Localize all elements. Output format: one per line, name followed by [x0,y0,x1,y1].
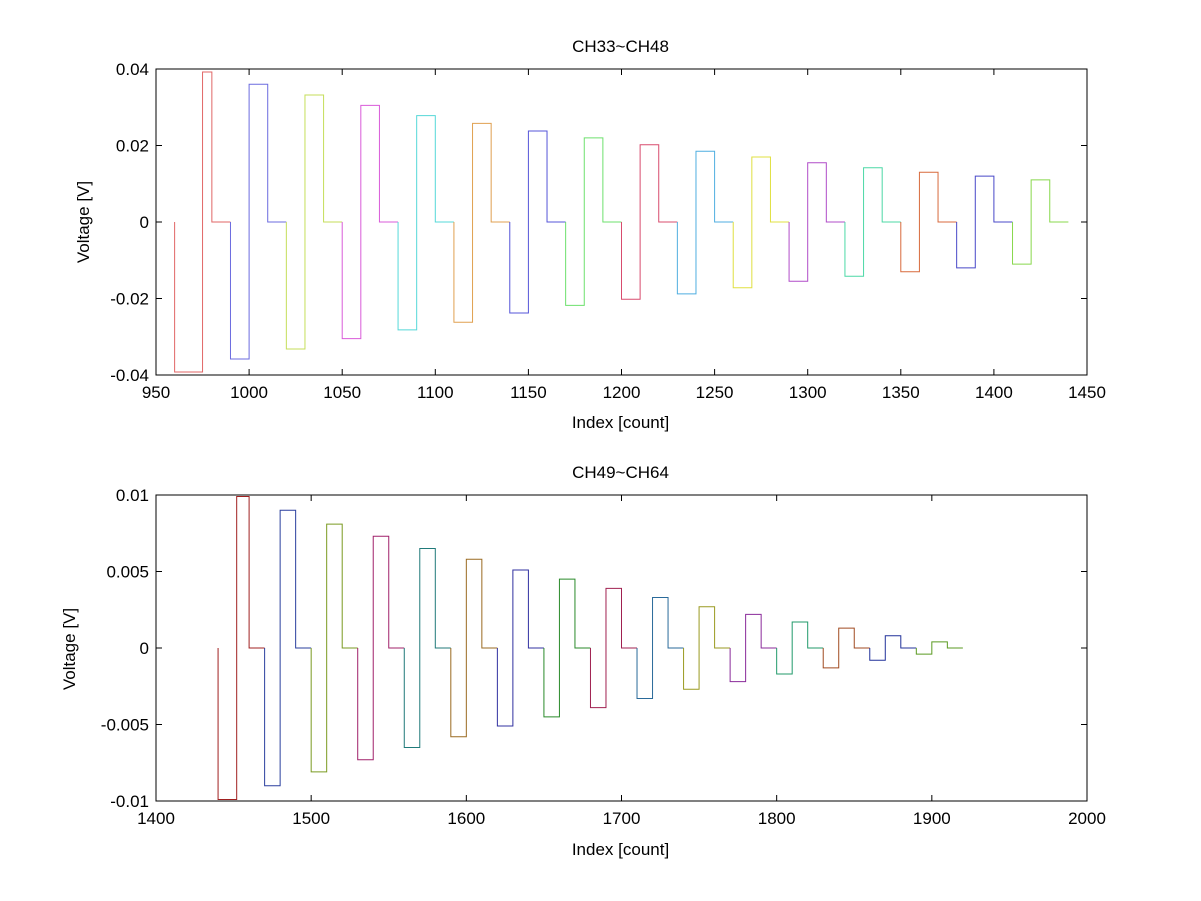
x-tick-label: 1350 [882,383,920,402]
chart-top-series-line-9 [621,144,678,300]
chart-bottom-series-line-13 [776,621,824,675]
x-tick-label: 1400 [137,809,175,828]
x-tick-label: 1250 [696,383,734,402]
x-tick-label: 1450 [1068,383,1106,402]
chart-bottom: CH49~CH64 Index [count] Voltage [V] 1400… [60,463,1106,859]
chart-top-series-line-4 [341,104,399,340]
chart-top-xlabel: Index [count] [572,413,669,432]
chart-top-series-line-15 [956,175,1013,269]
chart-top-tick-labels: 950 1000 1050 1100 1150 1200 1250 1300 1350 1400 1… [110,60,1106,402]
chart-top-series-line-5 [397,115,454,331]
chart-bottom-series-line-12 [729,613,777,683]
chart-bottom-ylabel: Voltage [V] [60,608,79,690]
chart-top-series [174,71,1069,373]
y-tick-label: -0.01 [110,792,149,811]
chart-top-title: CH33~CH48 [572,37,669,56]
x-tick-label: 1500 [292,809,330,828]
x-tick-label: 1300 [789,383,827,402]
chart-bottom-title: CH49~CH64 [572,463,669,482]
chart-bottom-tick-labels: 1400 1500 1600 1700 1800 1900 2000 -0.01 -0.005 0… [101,486,1106,828]
y-tick-label: 0 [140,213,149,232]
y-tick-label: 0.04 [116,60,149,79]
chart-top-series-line-1 [174,71,231,373]
x-tick-label: 1050 [323,383,361,402]
chart-top-series-line-7 [509,130,566,314]
chart-bottom-series-line-11 [683,606,731,690]
chart-bottom-series-line-1 [217,496,265,800]
chart-bottom-xlabel: Index [count] [572,840,669,859]
chart-bottom-series-line-7 [496,569,544,727]
x-tick-label: 1700 [603,809,641,828]
chart-top-series-line-6 [453,122,510,323]
chart-bottom-series-line-15 [869,635,917,661]
x-tick-label: 1150 [510,383,547,402]
chart-bottom-series-line-3 [310,523,358,773]
chart-top-series-line-2 [229,83,287,360]
chart-bottom-series-line-6 [450,558,498,738]
x-tick-label: 1800 [758,809,796,828]
y-tick-label: 0 [140,639,149,658]
chart-top-series-line-11 [732,156,790,289]
x-tick-label: 1200 [603,383,641,402]
chart-bottom-series-line-10 [636,597,684,699]
chart-top-plot-frame [155,68,1088,376]
chart-bottom-series-line-14 [822,627,870,669]
x-tick-label: 1600 [447,809,485,828]
y-tick-label: 0.01 [116,486,149,505]
y-tick-label: 0.005 [106,563,149,582]
chart-bottom-series-line-5 [403,548,451,748]
x-tick-label: 1100 [417,383,454,402]
chart-top: CH33~CH48 Index [count] Voltage [V] 950 1… [74,37,1106,432]
chart-top-series-line-10 [676,150,734,295]
chart-bottom-series-line-4 [357,535,405,761]
x-tick-label: 1900 [913,809,951,828]
chart-bottom-plot-frame [155,494,1088,802]
chart-top-series-line-16 [1012,179,1069,265]
x-tick-label: 1000 [230,383,268,402]
chart-bottom-series-line-8 [543,578,591,718]
chart-bottom-series-line-2 [264,509,312,787]
chart-top-series-line-12 [788,162,845,282]
y-tick-label: 0.02 [116,137,149,156]
chart-top-series-line-8 [565,137,622,306]
chart-top-series-line-3 [285,94,343,350]
y-tick-label: -0.02 [110,290,149,309]
x-tick-label: 2000 [1068,809,1106,828]
chart-top-series-line-13 [844,167,901,277]
y-tick-label: -0.005 [101,716,149,735]
chart-top-ylabel: Voltage [V] [74,181,93,263]
chart-bottom-series [217,496,963,800]
chart-bottom-series-line-9 [589,587,638,709]
chart-bottom-series-line-16 [915,641,963,655]
y-tick-label: -0.04 [110,366,149,385]
chart-top-series-line-14 [900,171,957,273]
x-tick-label: 950 [142,383,170,402]
x-tick-label: 1400 [975,383,1013,402]
